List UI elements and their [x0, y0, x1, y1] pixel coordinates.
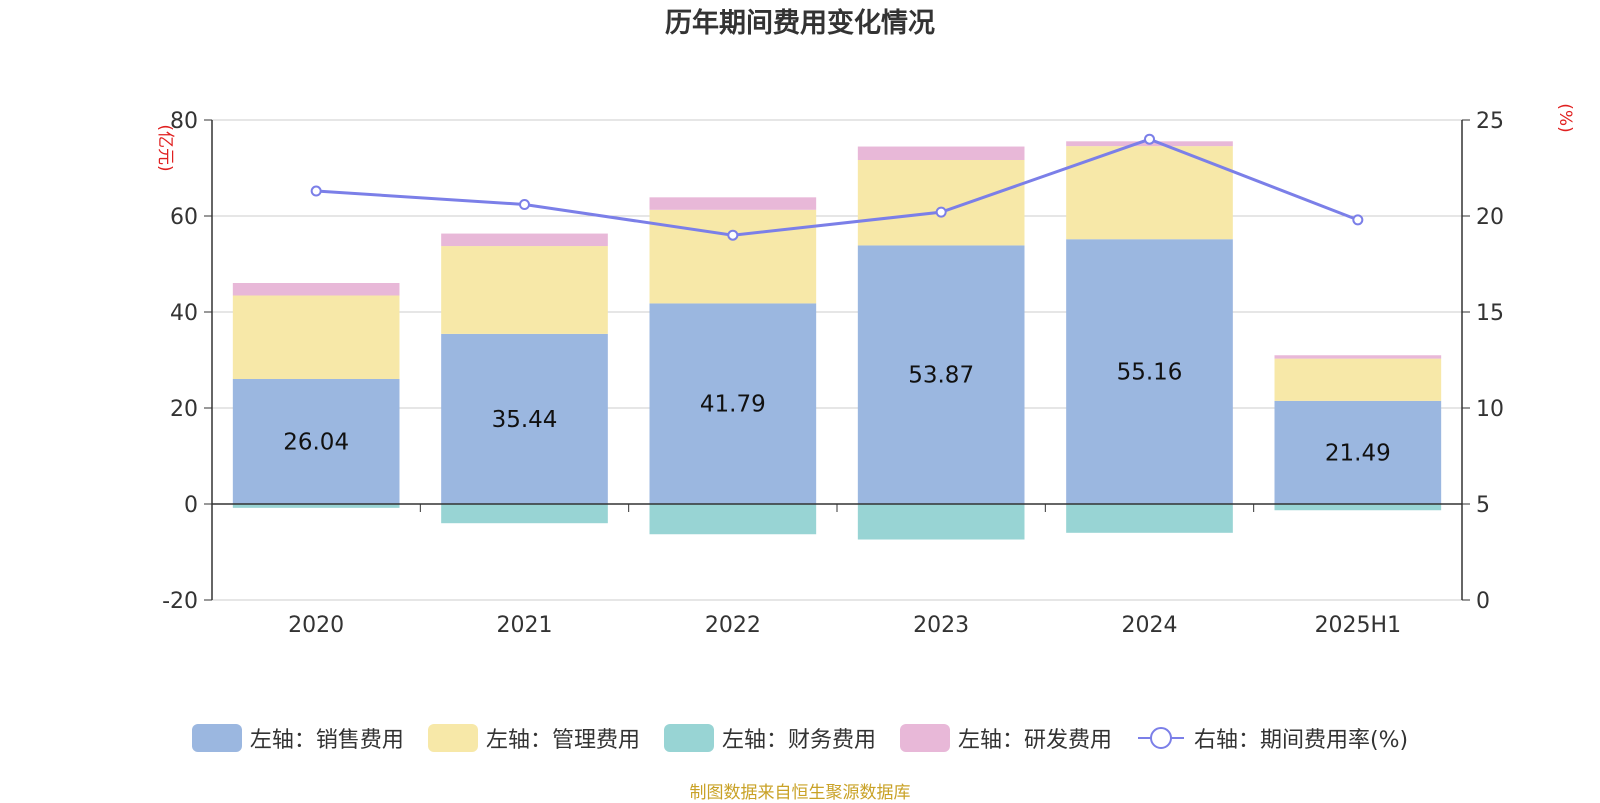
bar-segment [441, 233, 608, 247]
bar-segment [232, 283, 400, 296]
left-axis-unit-label: (亿元) [155, 124, 175, 171]
legend-item[interactable]: 左轴：销售费用 [191, 722, 404, 754]
legend-swatch [427, 724, 478, 752]
legend-label: 左轴：管理费用 [485, 728, 640, 753]
bar-segment [857, 245, 1025, 504]
legend-line-swatch [1137, 727, 1184, 749]
rate-point [310, 185, 322, 197]
legend: 左轴：销售费用 左轴：管理费用 左轴：财务费用 左轴：研发费用 右轴：期间费用率(%) [0, 718, 1600, 758]
legend-swatch [191, 724, 242, 752]
left-axis-tick-label: 40 [170, 301, 198, 326]
data-labels: 26.04 35.44 41.79 53.87 55.16 21.49 [283, 360, 1391, 467]
legend-marker [1149, 727, 1172, 749]
x-axis-tick-label: 2022 [705, 613, 761, 638]
x-axis-tick-label: 2025H1 [1315, 613, 1402, 638]
rate-point [1352, 214, 1364, 226]
bar-segment [1066, 239, 1233, 504]
right-axis-tick-label: 15 [1476, 301, 1504, 326]
rate-line [310, 133, 1364, 241]
bar-segment [649, 303, 817, 504]
left-axis-tick-label: 60 [170, 205, 198, 230]
legend-item[interactable]: 右轴：期间费用率(%) [1136, 722, 1408, 754]
rate-point [519, 198, 530, 210]
bar-segment [1066, 504, 1233, 533]
data-label: 55.16 [1117, 360, 1183, 386]
rate-line-path [316, 137, 1359, 237]
left-axis-tick-label: -20 [162, 589, 198, 614]
bar-segment [649, 504, 817, 535]
bar-segment [857, 146, 1025, 160]
bar-segment [441, 333, 608, 504]
bar-segment [232, 379, 400, 504]
legend-label: 左轴：研发费用 [957, 728, 1112, 753]
legend-label: 左轴：销售费用 [249, 728, 404, 753]
legend-label: 右轴：期间费用率(%) [1193, 728, 1409, 753]
right-axis-tick-label: 0 [1476, 589, 1490, 614]
bar-segment [1274, 400, 1442, 504]
rate-point [1144, 133, 1155, 145]
bar-segment [441, 504, 608, 524]
x-axis-tick-label: 2024 [1122, 613, 1178, 638]
bar-segment [649, 209, 817, 304]
bar-segment [441, 246, 608, 334]
legend-swatch [899, 724, 950, 752]
bar-segment [232, 295, 400, 380]
axes: -20 0 20 40 60 80 0 5 10 15 20 25 2020 2021 2022 2023 20… [162, 109, 1504, 638]
right-axis-tick-label: 20 [1476, 205, 1504, 230]
data-label: 26.04 [283, 430, 349, 456]
legend-item[interactable]: 左轴：财务费用 [663, 722, 876, 754]
source-note: 制图数据来自恒生聚源数据库 [689, 783, 911, 803]
bar-segment [857, 159, 1025, 246]
right-axis-tick-label: 10 [1476, 397, 1504, 422]
rate-point [727, 229, 739, 241]
left-axis-tick-label: 0 [184, 493, 198, 518]
x-axis-tick-label: 2021 [497, 613, 553, 638]
legend-item[interactable]: 左轴：管理费用 [427, 722, 640, 754]
bar-segment [232, 504, 400, 508]
data-label: 21.49 [1325, 440, 1391, 466]
right-axis-tick-label: 25 [1476, 109, 1504, 134]
legend-swatch [663, 724, 714, 752]
x-axis-tick-label: 2023 [913, 613, 969, 638]
chart-title: 历年期间费用变化情况 [665, 7, 935, 39]
rate-point [935, 206, 947, 218]
data-label: 41.79 [700, 392, 766, 418]
bar-segment [1274, 504, 1442, 511]
left-axis-tick-label: 80 [170, 109, 198, 134]
legend-label: 左轴：财务费用 [721, 728, 876, 753]
bar-segment [1274, 355, 1442, 359]
chart: 历年期间费用变化情况 (亿元) (%) -20 0 20 40 60 80 0 5 10 15 20… [155, 7, 1575, 638]
x-axis-tick-label: 2020 [288, 613, 344, 638]
right-axis-unit-label: (%) [1555, 103, 1575, 132]
data-label: 53.87 [908, 363, 974, 389]
data-label: 35.44 [492, 407, 558, 433]
bar-segment [1274, 358, 1442, 401]
right-axis-tick-label: 5 [1476, 493, 1490, 518]
left-axis-tick-label: 20 [170, 397, 198, 422]
bars [232, 141, 1442, 540]
legend-item[interactable]: 左轴：研发费用 [899, 722, 1112, 754]
bar-segment [649, 197, 817, 210]
bar-segment [857, 504, 1025, 540]
